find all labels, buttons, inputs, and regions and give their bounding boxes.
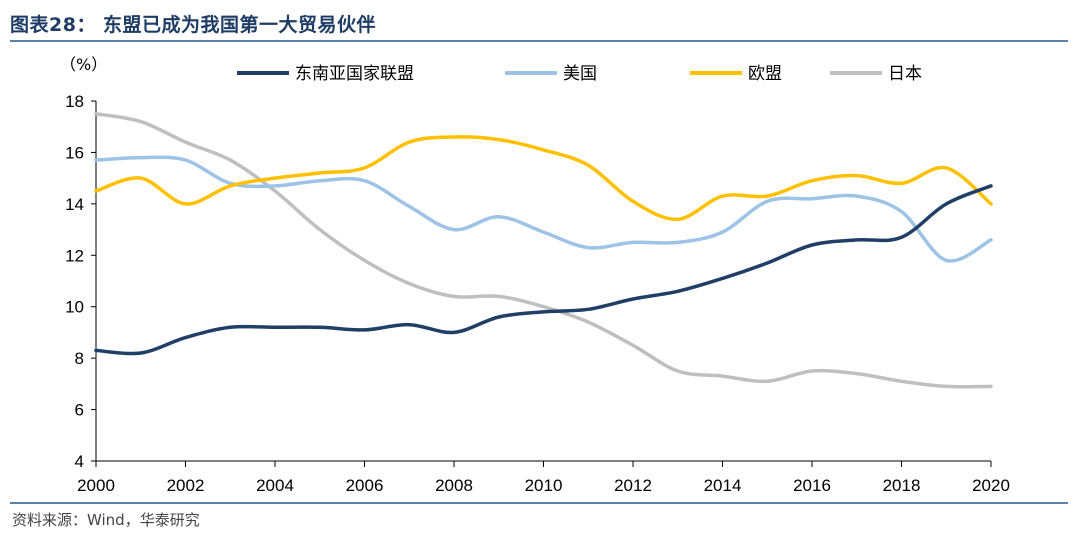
series-layer — [94, 112, 993, 389]
legend-label-1: 美国 — [563, 64, 597, 84]
source-note: 资料来源：Wind，华泰研究 — [12, 511, 200, 529]
series-line-1 — [94, 155, 993, 263]
y-tick-label: 12 — [65, 246, 84, 265]
title-divider — [10, 40, 1068, 42]
series-line-3 — [94, 112, 993, 389]
x-tick-label: 2014 — [704, 476, 742, 495]
legend-label-3: 日本 — [888, 64, 922, 84]
x-tick-label: 2008 — [435, 476, 473, 495]
x-tick-label: 2004 — [256, 476, 294, 495]
x-tick-label: 2012 — [614, 476, 652, 495]
y-unit-label: （%） — [60, 55, 107, 74]
x-tick-label: 2020 — [972, 476, 1010, 495]
x-tick-label: 2000 — [77, 476, 115, 495]
y-tick-label: 10 — [65, 298, 84, 317]
x-tick-label: 2016 — [793, 476, 831, 495]
legend-label-2: 欧盟 — [748, 64, 782, 84]
y-tick-label: 4 — [75, 452, 84, 471]
page-title: 图表28： 东盟已成为我国第一大贸易伙伴 — [10, 14, 377, 36]
chart-legend: 东南亚国家联盟 美国 欧盟 日本 — [237, 64, 922, 84]
x-tick-label: 2006 — [346, 476, 384, 495]
chart-axes: 4 6 8 10 12 14 16 18 2000 2002 2004 2006 2008 2010 201… — [65, 92, 1010, 495]
y-tick-label: 14 — [65, 195, 84, 214]
y-tick-label: 6 — [75, 401, 84, 420]
y-tick-label: 8 — [75, 349, 84, 368]
x-tick-label: 2010 — [525, 476, 563, 495]
y-tick-label: 16 — [65, 143, 84, 162]
x-tick-label: 2018 — [883, 476, 921, 495]
x-tick-label: 2002 — [167, 476, 205, 495]
y-tick-label: 18 — [65, 92, 84, 111]
series-line-0 — [94, 184, 993, 356]
legend-label-0: 东南亚国家联盟 — [295, 64, 414, 84]
series-line-2 — [94, 135, 993, 222]
footer-divider — [10, 502, 1068, 504]
